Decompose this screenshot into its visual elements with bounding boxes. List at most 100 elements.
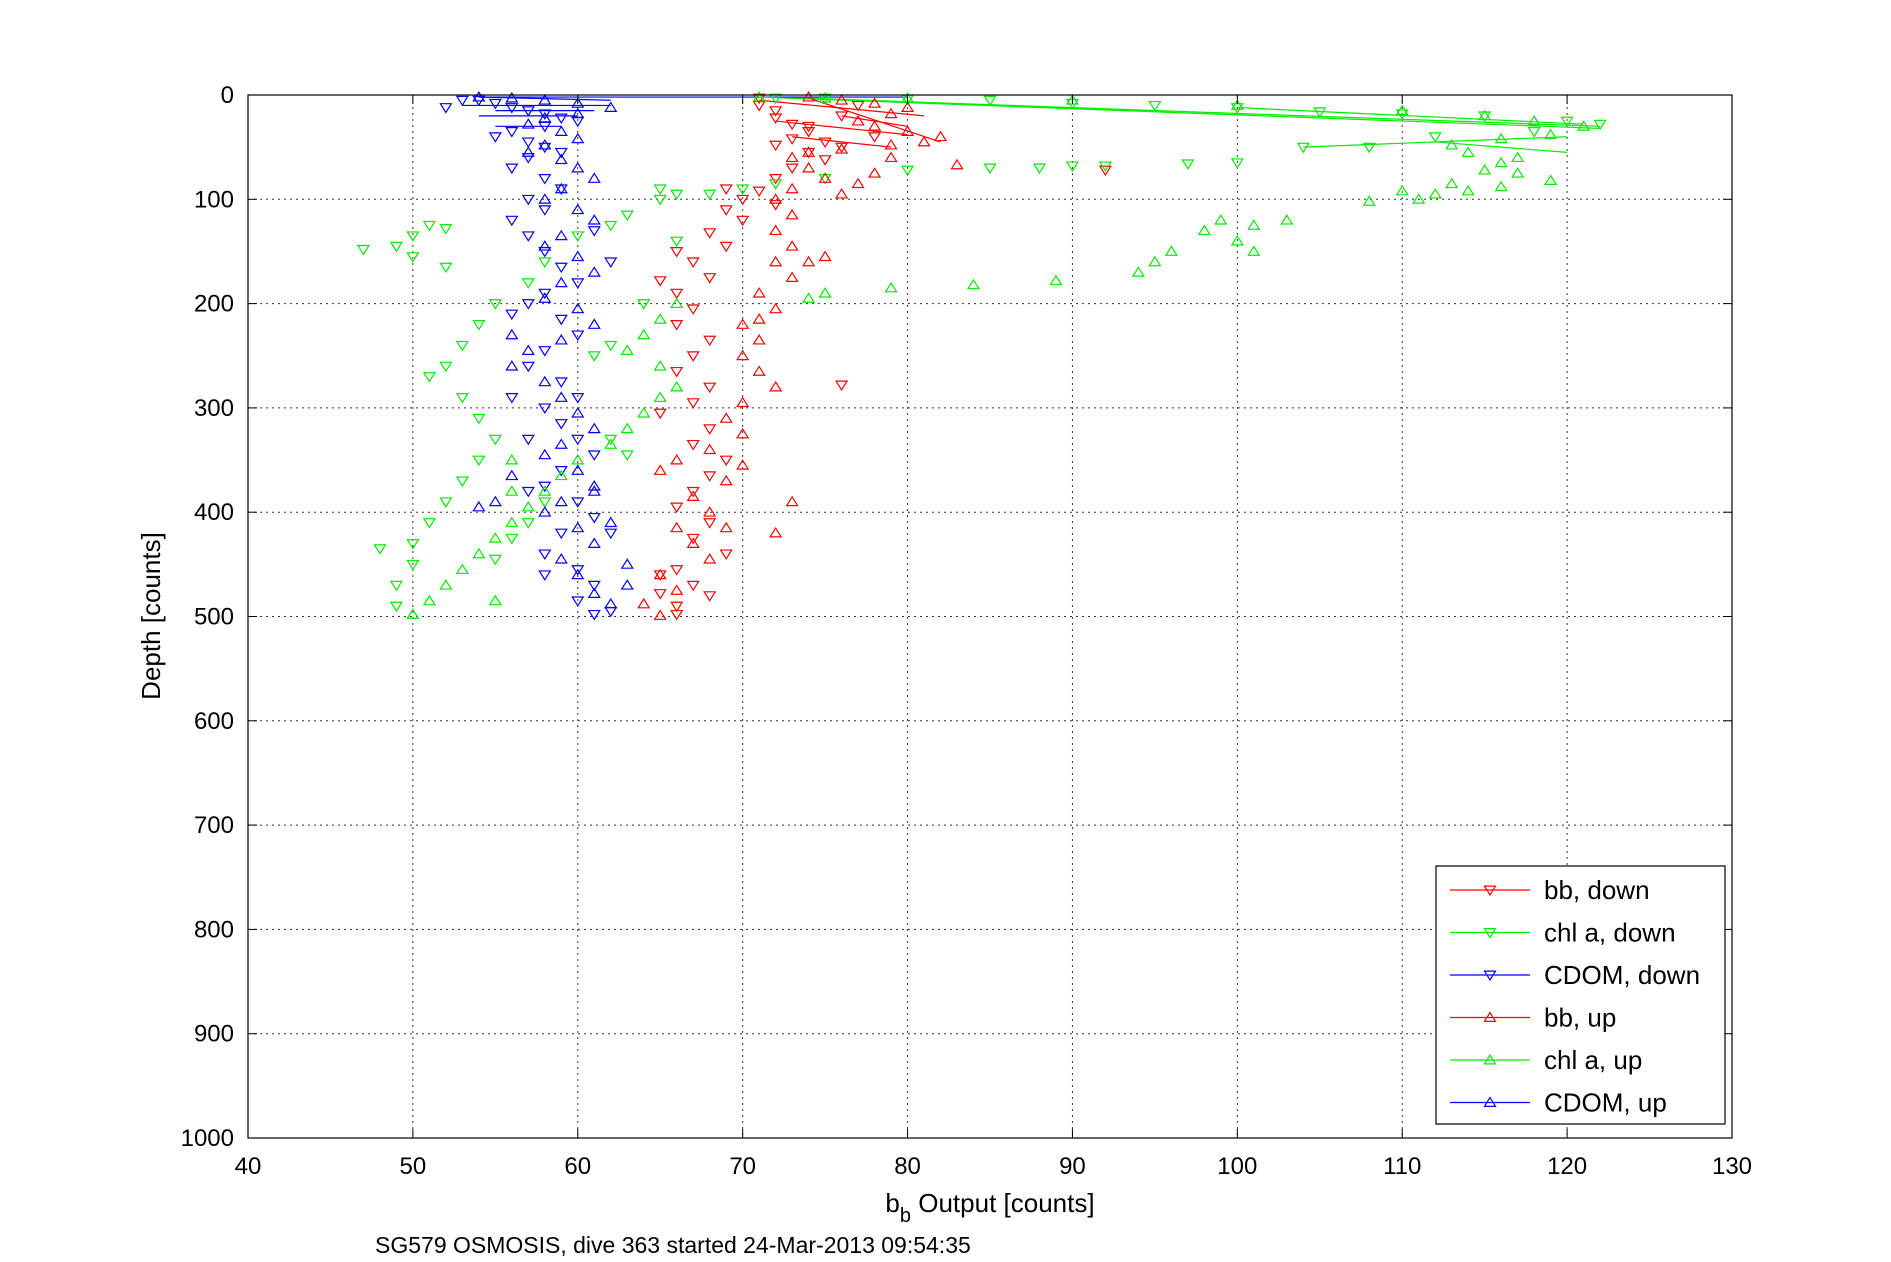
point-bb-up [769, 380, 783, 392]
point-bb-up [818, 172, 832, 183]
point-chl-a-down [472, 320, 486, 331]
point-cdom-up [587, 266, 601, 277]
point-cdom-up [521, 118, 535, 129]
x-tick-label: 50 [400, 1153, 427, 1180]
point-cdom-up [538, 506, 552, 517]
point-cdom-down [538, 173, 552, 185]
point-chl-a-up [1247, 245, 1261, 256]
point-chl-a-up [966, 278, 981, 290]
point-chl-a-up [1511, 151, 1525, 163]
x-tick-label: 110 [1383, 1153, 1421, 1180]
point-chl-a-up [1577, 120, 1591, 131]
point-bb-up [769, 302, 783, 314]
point-chl-a-up [406, 608, 420, 619]
point-cdom-up [554, 182, 568, 194]
legend-marker-chl-a-down [1483, 928, 1497, 939]
point-bb-down [752, 186, 766, 198]
point-bb-down [802, 127, 816, 138]
point-cdom-down [538, 142, 552, 154]
point-chl-a-up [637, 407, 651, 418]
y-tick-label: 600 [194, 708, 234, 735]
x-tick-label: 90 [1059, 1153, 1086, 1180]
point-bb-down [719, 205, 733, 216]
point-chl-a-down [1181, 159, 1195, 170]
point-bb-up [670, 521, 684, 533]
x-tick-label: 60 [564, 1153, 591, 1180]
point-bb-down [818, 137, 832, 149]
point-chl-a-down [1065, 161, 1080, 173]
point-bb-down [703, 228, 717, 239]
point-cdom-down [538, 403, 552, 414]
point-cdom-up [571, 521, 585, 533]
point-cdom-down [505, 393, 519, 404]
point-cdom-up [538, 138, 552, 150]
point-cdom-up [538, 448, 552, 460]
point-chl-a-up [1131, 266, 1145, 277]
point-cdom-down [521, 153, 535, 164]
point-cdom-up [505, 469, 519, 481]
point-chl-a-down [389, 580, 403, 592]
point-bb-down [670, 601, 684, 613]
point-cdom-down [554, 466, 568, 477]
point-chl-a-down [389, 241, 403, 253]
point-cdom-up [620, 579, 634, 590]
point-chl-a-down [653, 184, 667, 195]
point-chl-a-down [1313, 107, 1327, 118]
point-bb-up [867, 167, 882, 178]
point-chl-a-down [1527, 127, 1541, 138]
point-cdom-down [538, 121, 552, 133]
legend-label-cdom-up: CDOM, up [1544, 1088, 1667, 1118]
point-cdom-up [554, 153, 568, 165]
legend-label-bb-up: bb, up [1544, 1003, 1616, 1033]
point-chl-a-down [439, 497, 453, 508]
point-bb-up [867, 120, 882, 131]
legend-items: bb, down chl a, down CDOM, down bb, up chl a… [1450, 875, 1700, 1118]
point-cdom-down [521, 194, 535, 206]
point-chl-a-up [637, 328, 651, 340]
point-cdom-up [554, 276, 568, 288]
point-cdom-up [538, 292, 552, 303]
point-bb-down [670, 565, 684, 576]
point-cdom-up [505, 92, 519, 103]
point-chl-a-down [505, 533, 519, 545]
y-tick-labels: 0 100 200 300 400 500 600 700 800 900 1000 [181, 82, 234, 1152]
point-cdom-up [538, 94, 552, 105]
point-chl-a-down [439, 262, 453, 274]
point-bb-up [752, 365, 766, 376]
point-bb-down [670, 502, 684, 514]
point-chl-a-up [1247, 219, 1261, 230]
point-bb-up [785, 271, 799, 282]
point-chl-a-down [637, 299, 651, 310]
y-tick-label: 1000 [181, 1125, 234, 1152]
point-cdom-down [455, 95, 469, 107]
point-bb-up [884, 138, 898, 150]
point-bb-up [917, 135, 931, 147]
point-bb-down [703, 471, 717, 482]
series-line-chl-a-down [1237, 106, 1584, 125]
point-chl-a-up [554, 469, 568, 481]
legend-marker-cdom-up [1483, 1096, 1497, 1107]
point-bb-down [818, 155, 832, 166]
point-cdom-up [587, 422, 601, 434]
point-bb-up [900, 101, 915, 112]
point-chl-a-down [1148, 100, 1162, 112]
point-bb-down [785, 163, 799, 175]
point-cdom-down [488, 98, 502, 110]
point-bb-down [802, 121, 816, 133]
point-chl-a-up [1544, 128, 1558, 140]
point-cdom-up [554, 553, 568, 564]
point-cdom-down [505, 127, 519, 138]
point-cdom-up [554, 229, 568, 241]
point-chl-a-down [587, 351, 601, 362]
point-chl-a-up [620, 344, 634, 355]
point-chl-a-up [1544, 174, 1558, 185]
point-cdom-up [587, 587, 601, 599]
point-cdom-down [554, 262, 568, 274]
point-bb-down [653, 589, 667, 600]
point-chl-a-down [356, 244, 371, 256]
point-chl-a-down [604, 434, 618, 446]
legend-label-chl-a-down: chl a, down [1544, 918, 1676, 948]
point-bb-down [686, 580, 700, 592]
series-line-chl-a-up [1435, 141, 1568, 153]
point-chl-a-up [1230, 234, 1244, 246]
